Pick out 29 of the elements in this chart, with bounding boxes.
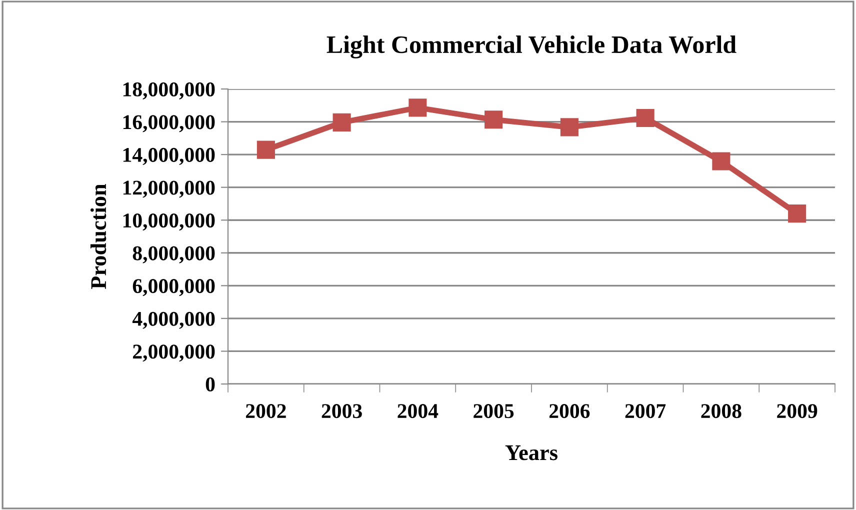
x-tick-label: 2002 xyxy=(246,404,286,418)
y-axis-title: Production xyxy=(90,184,106,290)
x-tick-label: 2006 xyxy=(549,404,590,418)
y-tick-label: 18,000,000 xyxy=(123,82,215,100)
x-tick-label: 2005 xyxy=(474,404,514,418)
x-tick-label: 2009 xyxy=(777,404,818,418)
y-tick-label: 8,000,000 xyxy=(132,246,215,264)
y-tick-label: 12,000,000 xyxy=(123,180,215,198)
x-tick-label: 2003 xyxy=(322,404,362,418)
point xyxy=(256,140,275,159)
x-tick-label: 2008 xyxy=(701,404,742,418)
chart-title: Light Commercial Vehicle Data World xyxy=(326,36,736,58)
y-tick-label: 6,000,000 xyxy=(132,279,215,296)
point xyxy=(408,98,427,117)
y-tick-label: 2,000,000 xyxy=(133,344,215,362)
point xyxy=(788,204,806,223)
point xyxy=(636,108,654,128)
y-tick-label: 10,000,000 xyxy=(123,213,215,231)
y-tick-label: 4,000,000 xyxy=(132,312,215,329)
y-tick-label: 0 xyxy=(206,377,215,392)
x-tick-label: 2004 xyxy=(398,404,438,418)
point xyxy=(484,110,503,129)
y-tick-label: 16,000,000 xyxy=(123,115,215,132)
point xyxy=(712,152,730,170)
x-axis-title: Years xyxy=(505,445,558,460)
point xyxy=(560,118,578,136)
y-tick-label: 14,000,000 xyxy=(123,148,215,166)
point xyxy=(332,113,351,132)
x-tick-label: 2007 xyxy=(625,404,666,418)
